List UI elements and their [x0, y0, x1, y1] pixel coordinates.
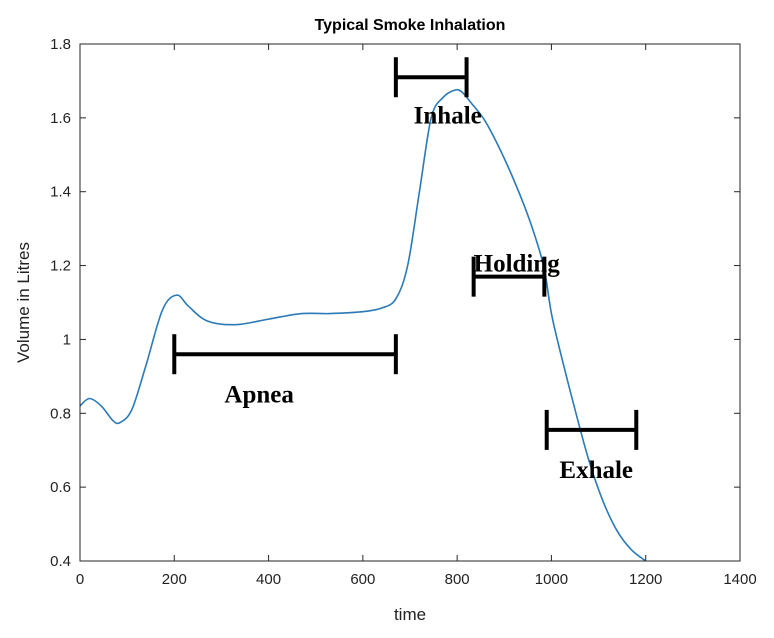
x-tick-label: 200 [162, 571, 187, 588]
annotation-inhale: Inhale [393, 57, 482, 130]
y-axis-label: Volume in Litres [14, 242, 33, 363]
annotation-label: Apnea [224, 381, 294, 408]
y-tick-label: 0.8 [50, 405, 71, 422]
y-tick-label: 1.2 [50, 258, 71, 275]
annotation-label: Inhale [414, 103, 482, 130]
y-tick-label: 1.8 [50, 36, 71, 53]
x-tick-label: 1400 [723, 571, 756, 588]
y-axis: 0.4 0.6 0.8 1 1.2 1.4 1.6 1.8 [50, 36, 740, 570]
annotation-apnea: Apnea [172, 334, 398, 408]
x-tick-label: 1000 [535, 571, 568, 588]
axes-frame [79, 43, 741, 562]
annotation-label: Holding [474, 250, 561, 277]
y-tick-label: 1 [63, 331, 71, 348]
y-tick-label: 1.6 [50, 110, 71, 127]
x-tick-label: 0 [76, 571, 84, 588]
x-axis: 0 200 400 600 800 1000 1200 1400 [76, 44, 757, 588]
annotation-label: Exhale [559, 457, 633, 484]
annotation-holding: Holding [471, 250, 561, 297]
chart-title: Typical Smoke Inhalation [315, 17, 506, 34]
x-tick-label: 800 [445, 571, 470, 588]
annotations: Inhale Holding Apnea Exhale [172, 57, 639, 484]
y-tick-label: 1.4 [50, 184, 71, 201]
y-tick-label: 0.4 [50, 553, 71, 570]
plot-area [79, 88, 647, 562]
x-tick-label: 600 [350, 571, 375, 588]
annotation-exhale: Exhale [544, 409, 639, 484]
y-tick-label: 0.6 [50, 479, 71, 496]
x-axis-label: time [394, 605, 426, 624]
series-line-volume [79, 88, 647, 562]
x-tick-label: 400 [256, 571, 281, 588]
x-tick-label: 1200 [629, 571, 662, 588]
